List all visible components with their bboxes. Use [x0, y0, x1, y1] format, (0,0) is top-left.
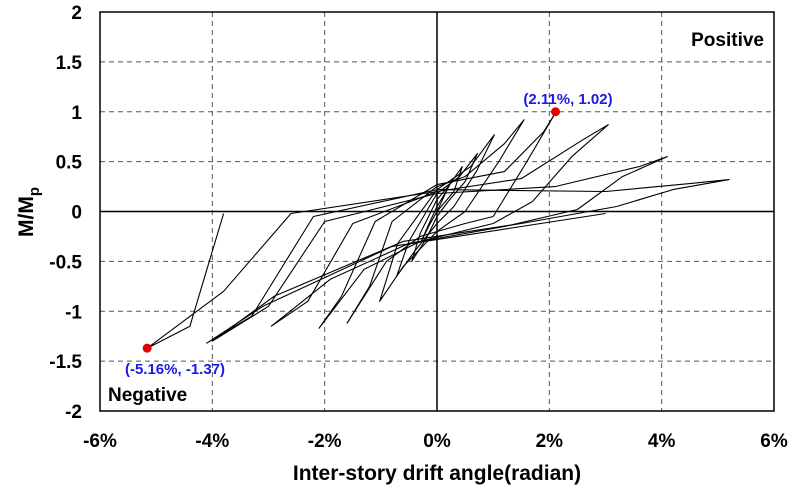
y-tick-label: 1.5: [56, 53, 83, 74]
x-axis-title: Inter-story drift angle(radian): [293, 462, 581, 485]
y-axis-title-subscript: p: [26, 187, 43, 196]
x-tick-label: -2%: [308, 431, 342, 452]
y-tick-label: -1.5: [49, 352, 82, 373]
y-axis-title: M/Mp: [15, 187, 43, 237]
y-tick-labels: -2 -1.5 -1 -0.5 0 0.5 1 1.5 2: [49, 3, 82, 423]
hysteresis-loop-5: [346, 119, 525, 324]
y-axis-title-main: M/M: [15, 196, 38, 237]
negative-peak-label: (-5.16%, -1.37): [125, 361, 225, 378]
negative-peak-marker: [142, 343, 152, 353]
x-tick-label: 4%: [648, 431, 676, 452]
y-tick-label: 0.5: [56, 153, 83, 174]
x-tick-label: 0%: [423, 431, 451, 452]
x-tick-label: -4%: [195, 431, 229, 452]
y-tick-label: -2: [65, 402, 82, 423]
x-tick-label: -6%: [83, 431, 117, 452]
y-tick-label: -0.5: [49, 252, 82, 273]
x-tick-label: 2%: [536, 431, 564, 452]
y-tick-label: 1: [71, 103, 82, 124]
hysteresis-loop-9: [206, 179, 730, 344]
hysteresis-loop-4: [379, 134, 495, 302]
y-tick-label: -1: [65, 302, 82, 323]
hysteresis-curves: [146, 113, 730, 349]
hysteresis-loop-10: [146, 190, 438, 349]
x-tick-label: 6%: [760, 431, 788, 452]
positive-label: Positive: [691, 30, 764, 51]
peak-markers: [142, 107, 561, 353]
y-tick-label: 2: [71, 3, 82, 24]
hysteresis-loop-8: [211, 156, 668, 342]
plot-frame: [99, 11, 775, 412]
positive-peak-label: (2.11%, 1.02): [523, 91, 612, 108]
y-tick-label: 0: [71, 203, 82, 224]
negative-label: Negative: [108, 385, 187, 406]
x-tick-labels: -6% -4% -2% 0% 2% 4% 6%: [83, 431, 788, 452]
positive-peak-marker: [551, 107, 561, 117]
